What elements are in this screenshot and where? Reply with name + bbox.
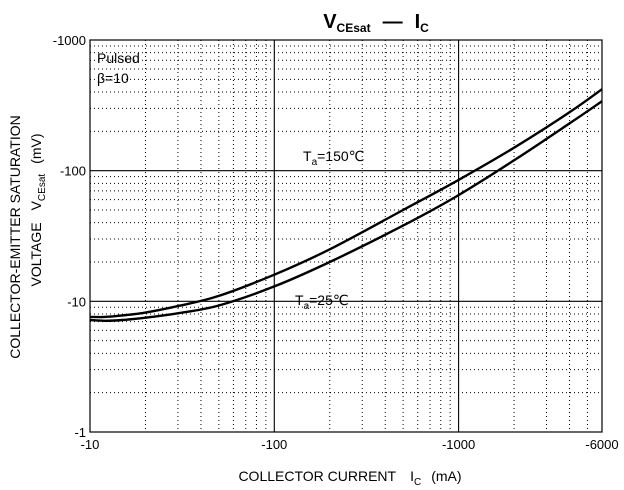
x-tick-label: -10 [81, 437, 100, 452]
plot-frame [89, 39, 603, 433]
y-axis-title-line1: COLLECTOR-EMITTER SATURATION [7, 115, 23, 358]
chart-title: VCEsat — IC [323, 11, 429, 35]
minor-gridlines [90, 40, 602, 432]
y-tick-labels: -1 -10 -100 -1000 [53, 33, 86, 440]
series-label-150c: Ta=150℃ [303, 148, 364, 168]
x-tick-label: -1000 [442, 437, 475, 452]
series-lines [89, 88, 603, 323]
x-tick-label: -6000 [585, 437, 618, 452]
y-tick-label: -100 [60, 164, 86, 179]
y-tick-label: -10 [67, 294, 86, 309]
series-line-0 [89, 88, 603, 319]
major-gridlines [90, 40, 602, 432]
condition-beta: β=10 [97, 70, 129, 86]
x-tick-labels: -10 -100 -1000 -6000 [81, 437, 619, 452]
y-axis-title-line2: VOLTAGEVCEsat(mV) [28, 134, 48, 287]
condition-pulsed: Pulsed [97, 50, 140, 66]
y-tick-label: -1000 [53, 33, 86, 48]
y-tick-label: -1 [74, 425, 86, 440]
x-tick-label: -100 [261, 437, 287, 452]
x-axis-title: COLLECTOR CURRENT IC (mA) [238, 468, 461, 488]
series-line-1 [89, 100, 603, 323]
series-label-25c: Ta=25℃ [295, 292, 349, 312]
